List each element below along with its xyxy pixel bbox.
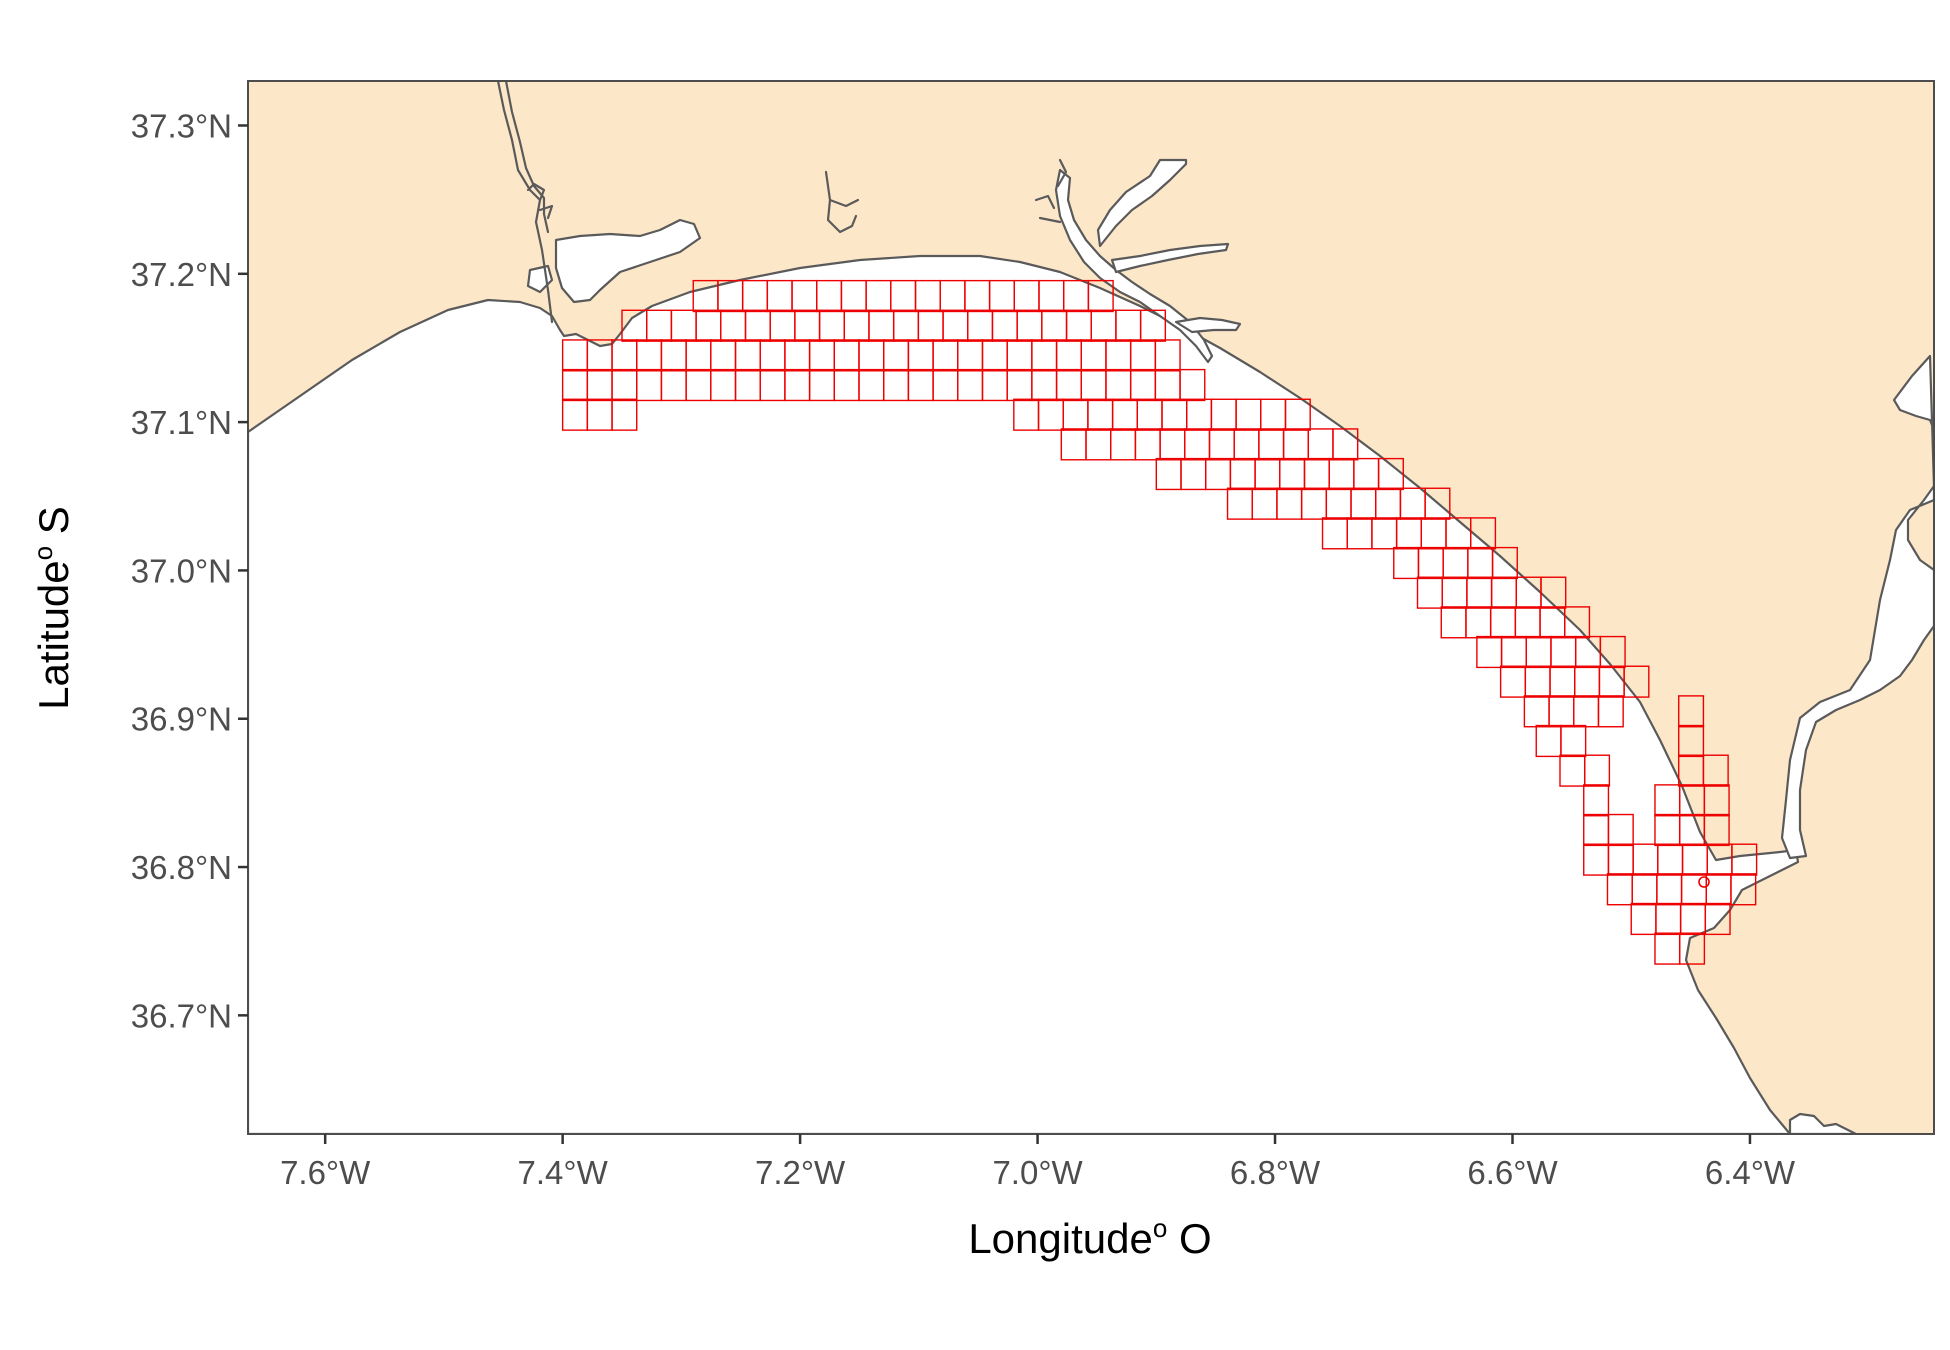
grid-cell xyxy=(1678,932,1706,965)
x-tick-label: 6.6°W xyxy=(1467,1154,1558,1191)
estuary-branch-2 xyxy=(1174,316,1242,334)
y-tick-label: 37.2°N xyxy=(131,256,232,293)
grid-cell xyxy=(1284,398,1311,431)
x-tick-label: 6.8°W xyxy=(1230,1154,1321,1191)
river-piedras xyxy=(824,170,860,234)
x-tick-label: 7.6°W xyxy=(280,1154,371,1191)
fishing-grid xyxy=(561,279,1758,965)
grid-cell xyxy=(1703,813,1730,847)
grid-cell xyxy=(1139,309,1167,342)
grid-cell xyxy=(1731,843,1758,876)
grid-cell xyxy=(1154,339,1181,372)
y-tick-label: 36.7°N xyxy=(131,997,232,1034)
grid-cell xyxy=(611,398,638,431)
grid-cell xyxy=(1087,279,1114,313)
grid-cell xyxy=(1597,695,1624,728)
creek-huelva xyxy=(1034,158,1068,224)
coastline xyxy=(248,254,1800,1134)
estuary-guadalquivir xyxy=(1780,354,1934,860)
y-tick-label: 36.8°N xyxy=(131,849,232,886)
grid-cell xyxy=(1332,428,1359,461)
grid-cell xyxy=(1179,368,1206,402)
y-tick-label: 37.0°N xyxy=(131,552,232,589)
grid-cell xyxy=(1704,902,1731,936)
estuary-tinto xyxy=(1096,158,1188,248)
grid-cell xyxy=(1730,873,1757,906)
x-tick-label: 7.2°W xyxy=(755,1154,846,1191)
grid-cell xyxy=(1560,724,1587,758)
x-tick-label: 6.4°W xyxy=(1705,1154,1796,1191)
grid-cell xyxy=(1702,754,1729,787)
map-panel xyxy=(248,81,1934,1134)
creek-1 xyxy=(526,182,554,220)
islet-south xyxy=(1788,1112,1858,1134)
river-guadiana xyxy=(496,81,554,324)
panel-border xyxy=(247,80,1935,1135)
grid-cell xyxy=(1678,724,1705,758)
y-tick-label: 37.1°N xyxy=(131,404,232,441)
lagoon-west xyxy=(554,218,702,304)
grid-cell xyxy=(1424,487,1451,520)
grid-cell xyxy=(1377,457,1404,491)
x-tick-label: 7.0°W xyxy=(992,1154,1083,1191)
grid-cell xyxy=(1491,546,1518,580)
grid-cell xyxy=(1540,576,1567,609)
x-axis-title: Longitudeo O xyxy=(968,1213,1211,1262)
y-tick-label: 37.3°N xyxy=(131,107,232,144)
estuary-branch xyxy=(1110,242,1230,274)
reference-point xyxy=(1698,876,1710,888)
grid-cell xyxy=(1470,517,1497,550)
y-axis-title: Latitudeo S xyxy=(28,506,77,710)
grid-cell xyxy=(1583,784,1610,817)
grid-cell xyxy=(1583,754,1611,787)
grid-cell xyxy=(1607,813,1634,847)
x-tick-label: 7.4°W xyxy=(518,1154,609,1191)
estuary-odiel xyxy=(1054,168,1214,364)
y-tick-label: 36.9°N xyxy=(131,701,232,738)
grid-cell xyxy=(1564,606,1591,639)
grid-cell xyxy=(1703,784,1730,817)
y-axis: 37.3°N 37.2°N 37.1°N 37.0°N 36.9°N 36.8°N 36.7… xyxy=(131,107,248,1034)
grid-cell xyxy=(1678,695,1705,728)
grid-cell xyxy=(1623,665,1650,698)
river-guadiana-bank xyxy=(504,81,550,234)
x-axis: 7.6°W 7.4°W 7.2°W 7.0°W 6.8°W 6.6°W 6.4°W xyxy=(280,1134,1796,1191)
grid-cell xyxy=(1599,635,1626,669)
